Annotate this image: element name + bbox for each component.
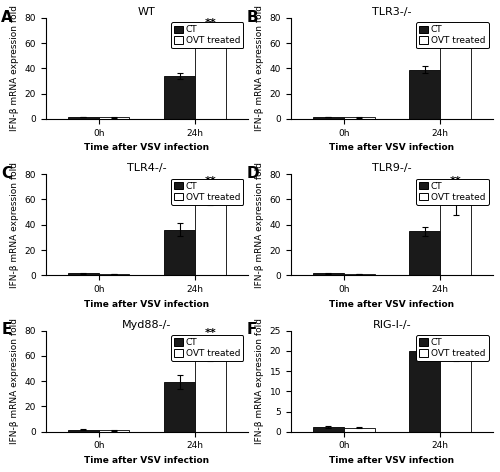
Bar (313, 117, 344, 119)
Title: WT: WT (138, 7, 156, 17)
Text: **: ** (204, 18, 216, 28)
Text: **: ** (204, 328, 216, 337)
Title: RIG-I-/-: RIG-I-/- (372, 320, 412, 330)
Y-axis label: IFN-β mRNA expression fold: IFN-β mRNA expression fold (255, 162, 264, 288)
Bar (195, 35, 226, 119)
Legend: CT, OVT treated: CT, OVT treated (171, 178, 244, 205)
Legend: CT, OVT treated: CT, OVT treated (416, 22, 488, 48)
Text: F: F (246, 322, 256, 337)
Y-axis label: IFN-β mRNA expression fold: IFN-β mRNA expression fold (255, 318, 264, 444)
Bar (195, 197, 226, 275)
Text: B: B (246, 9, 258, 25)
Bar (98, 274, 130, 275)
Bar (164, 382, 195, 432)
X-axis label: Time after VSV infection: Time after VSV infection (84, 456, 210, 465)
Bar (410, 231, 440, 275)
Y-axis label: IFN-β mRNA expression fold: IFN-β mRNA expression fold (10, 318, 19, 444)
Text: A: A (1, 9, 13, 25)
Bar (68, 430, 98, 432)
Bar (410, 69, 440, 119)
X-axis label: Time after VSV infection: Time after VSV infection (84, 300, 210, 309)
Legend: CT, OVT treated: CT, OVT treated (171, 22, 244, 48)
Title: TLR3-/-: TLR3-/- (372, 7, 412, 17)
Text: E: E (1, 322, 11, 337)
Y-axis label: IFN-β mRNA expression fold: IFN-β mRNA expression fold (255, 5, 264, 131)
Bar (98, 430, 130, 432)
Bar (164, 230, 195, 275)
Y-axis label: IFN-β mRNA expression fold: IFN-β mRNA expression fold (10, 5, 19, 131)
Legend: CT, OVT treated: CT, OVT treated (171, 335, 244, 361)
Text: **: ** (450, 22, 462, 32)
Title: TLR4-/-: TLR4-/- (127, 163, 166, 173)
Bar (313, 273, 344, 275)
Legend: CT, OVT treated: CT, OVT treated (416, 335, 488, 361)
Text: **: ** (450, 176, 462, 186)
Bar (344, 428, 374, 432)
Title: Myd88-/-: Myd88-/- (122, 320, 172, 330)
Y-axis label: IFN-β mRNA expression fold: IFN-β mRNA expression fold (10, 162, 19, 288)
X-axis label: Time after VSV infection: Time after VSV infection (330, 300, 454, 309)
Title: TLR9-/-: TLR9-/- (372, 163, 412, 173)
Bar (440, 39, 471, 119)
X-axis label: Time after VSV infection: Time after VSV infection (330, 456, 454, 465)
Bar (440, 202, 471, 275)
Bar (68, 273, 98, 275)
Bar (440, 355, 471, 432)
Bar (344, 274, 374, 275)
Bar (164, 76, 195, 119)
Bar (344, 118, 374, 119)
Text: C: C (1, 166, 12, 181)
Bar (410, 351, 440, 432)
Bar (313, 427, 344, 432)
Bar (68, 117, 98, 119)
Text: **: ** (204, 176, 216, 186)
X-axis label: Time after VSV infection: Time after VSV infection (84, 143, 210, 152)
X-axis label: Time after VSV infection: Time after VSV infection (330, 143, 454, 152)
Legend: CT, OVT treated: CT, OVT treated (416, 178, 488, 205)
Bar (98, 118, 130, 119)
Text: D: D (246, 166, 259, 181)
Bar (195, 351, 226, 432)
